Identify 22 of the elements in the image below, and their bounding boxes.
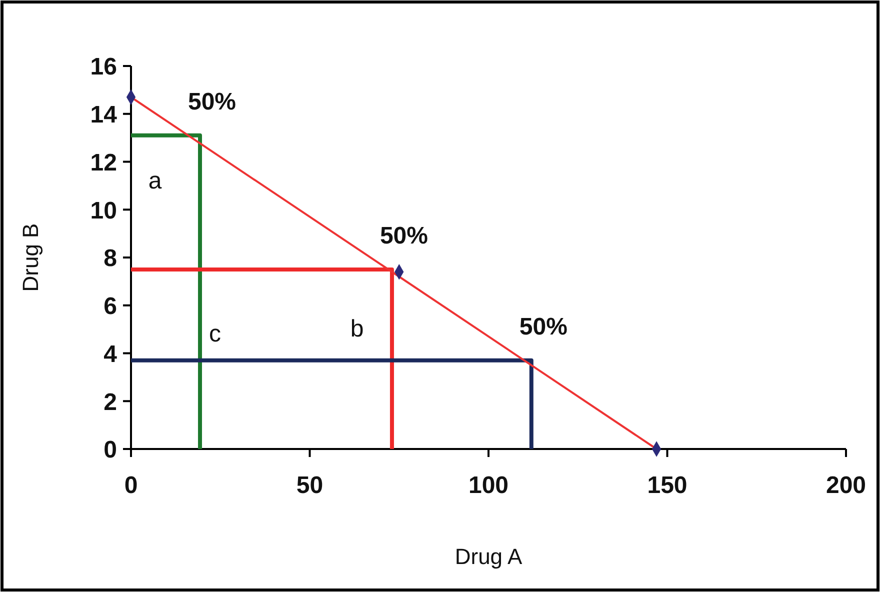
- annotation: 50%: [188, 88, 236, 116]
- y-tick-label: 2: [104, 388, 117, 416]
- annotation: 50%: [380, 222, 428, 250]
- y-tick-label: 6: [104, 293, 117, 320]
- y-tick-label: 4: [104, 340, 118, 368]
- x-tick-label: 50: [296, 472, 324, 499]
- x-tick-label: 0: [124, 472, 138, 499]
- y-tick-label: 10: [90, 197, 117, 224]
- annotation: b: [350, 316, 364, 343]
- y-tick-label: 16: [90, 54, 117, 81]
- annotation: a: [148, 168, 162, 195]
- x-tick-label: 150: [647, 472, 688, 499]
- annotation: 50%: [519, 313, 568, 340]
- x-tick-label: 200: [826, 472, 866, 499]
- x-axis-title: Drug A: [454, 544, 522, 569]
- x-tick-label: 100: [468, 472, 509, 499]
- annotation: c: [209, 320, 221, 348]
- y-axis-title: Drug B: [18, 223, 43, 292]
- y-tick-label: 14: [90, 102, 118, 129]
- y-tick-label: 0: [104, 436, 117, 464]
- y-tick-label: 12: [90, 149, 117, 176]
- y-tick-label: 8: [104, 245, 117, 272]
